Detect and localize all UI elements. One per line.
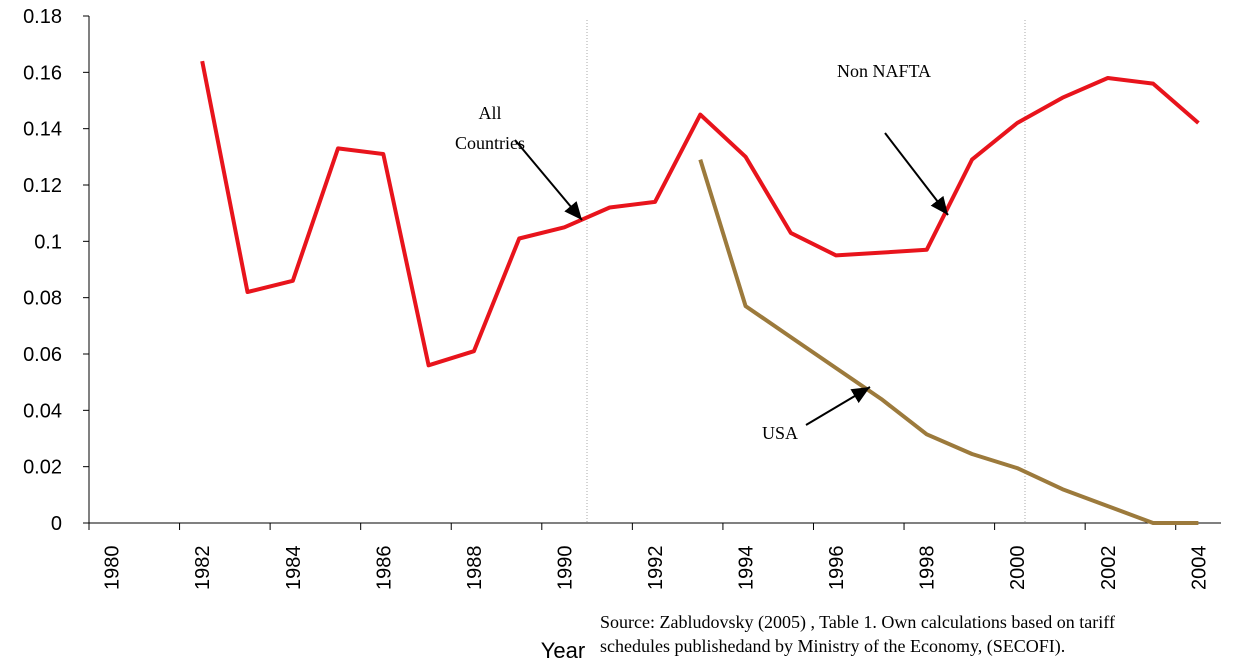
y-tick-label: 0 <box>51 513 62 535</box>
x-tick-label: 1996 <box>826 546 848 591</box>
x-tick-label: 1994 <box>736 546 758 591</box>
y-tick-label: 0.14 <box>23 119 62 141</box>
y-tick-label: 0.12 <box>23 175 62 197</box>
annotation: USA <box>762 423 798 443</box>
x-tick-label: 1990 <box>554 546 576 591</box>
x-tick-label: 1982 <box>192 546 214 591</box>
x-tick-label: 1988 <box>464 546 486 591</box>
x-axis-label: Year <box>541 638 585 662</box>
source: schedules publishedand by Ministry of th… <box>600 636 1065 657</box>
x-tick-label: 1986 <box>373 546 395 591</box>
annotation: All <box>478 103 501 123</box>
y-tick-label: 0.1 <box>34 231 62 253</box>
y-tick-label: 0.18 <box>23 6 62 28</box>
x-tick-label: 2000 <box>1007 546 1029 591</box>
data-line <box>200 60 1200 368</box>
y-tick-label: 0.04 <box>23 400 62 422</box>
x-tick-label: 2004 <box>1188 546 1210 591</box>
arrow <box>884 132 949 216</box>
x-tick-label: 2002 <box>1098 546 1120 591</box>
data-line <box>698 159 1199 525</box>
y-tick-label: 0.02 <box>23 457 62 479</box>
annotation: Non NAFTA <box>837 61 931 81</box>
arrow <box>514 139 583 221</box>
y-tick-label: 0.08 <box>23 288 62 310</box>
arrow <box>805 386 871 426</box>
x-tick-label: 1984 <box>283 546 305 591</box>
y-tick-label: 0.16 <box>23 62 62 84</box>
annotation: Countries <box>455 133 525 153</box>
y-tick-label: 0.06 <box>23 344 62 366</box>
source: Source: Zabludovsky (2005) , Table 1. Ow… <box>600 612 1115 633</box>
x-tick-label: 1992 <box>645 546 667 591</box>
x-tick-label: 1980 <box>102 546 124 591</box>
plot: 0 0.02 0.04 0.06 0.08 0.1 0.12 0.14 0.16 0.18 1980… <box>23 6 1210 590</box>
x-tick-label: 1998 <box>917 546 939 591</box>
